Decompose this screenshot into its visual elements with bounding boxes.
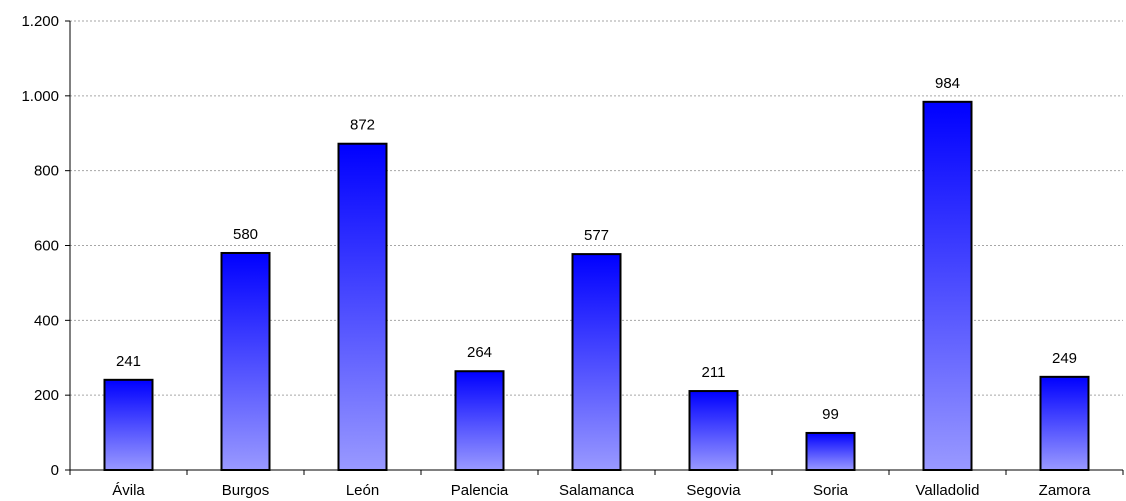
data-label: 99 <box>822 406 839 423</box>
y-tick-label: 1.200 <box>21 13 59 30</box>
y-tick-label: 200 <box>34 387 59 404</box>
bar <box>220 251 271 471</box>
y-tick-label: 0 <box>51 462 59 479</box>
data-label: 264 <box>467 344 492 361</box>
bar <box>922 100 973 471</box>
bars: 241 580 872 264 577 211 99 984 249 <box>103 75 1090 472</box>
y-tick-label: 800 <box>34 163 59 180</box>
bar <box>1039 375 1090 471</box>
data-label: 249 <box>1052 350 1077 367</box>
y-tick-label: 400 <box>34 312 59 329</box>
y-tick-label: 1.000 <box>21 88 59 105</box>
x-tick-label: Ávila <box>112 482 145 499</box>
x-tick-label: Valladolid <box>916 482 980 499</box>
x-tick-label: Palencia <box>451 482 509 499</box>
x-tick-label: Segovia <box>686 482 741 499</box>
bar <box>571 253 622 471</box>
data-label: 241 <box>116 353 141 370</box>
x-tick-label: Burgos <box>222 482 270 499</box>
bar <box>805 431 856 471</box>
data-label: 577 <box>584 227 609 244</box>
data-label: 211 <box>702 364 726 381</box>
x-tick-label: Salamanca <box>559 482 635 499</box>
bar <box>337 142 388 472</box>
x-tick-label: León <box>346 482 379 499</box>
x-tick-label: Soria <box>813 482 849 499</box>
data-label: 984 <box>935 75 960 92</box>
data-label: 580 <box>233 226 258 243</box>
x-axis: Ávila Burgos León Palencia Salamanca Segovia S… <box>69 469 1124 499</box>
y-tick-label: 600 <box>34 238 59 255</box>
bar <box>688 390 739 472</box>
x-tick-label: Zamora <box>1039 482 1091 499</box>
y-axis: 0 200 400 600 800 1.000 1.200 <box>21 13 71 479</box>
bar <box>103 378 154 471</box>
data-label: 872 <box>350 117 375 134</box>
bar <box>454 370 505 471</box>
